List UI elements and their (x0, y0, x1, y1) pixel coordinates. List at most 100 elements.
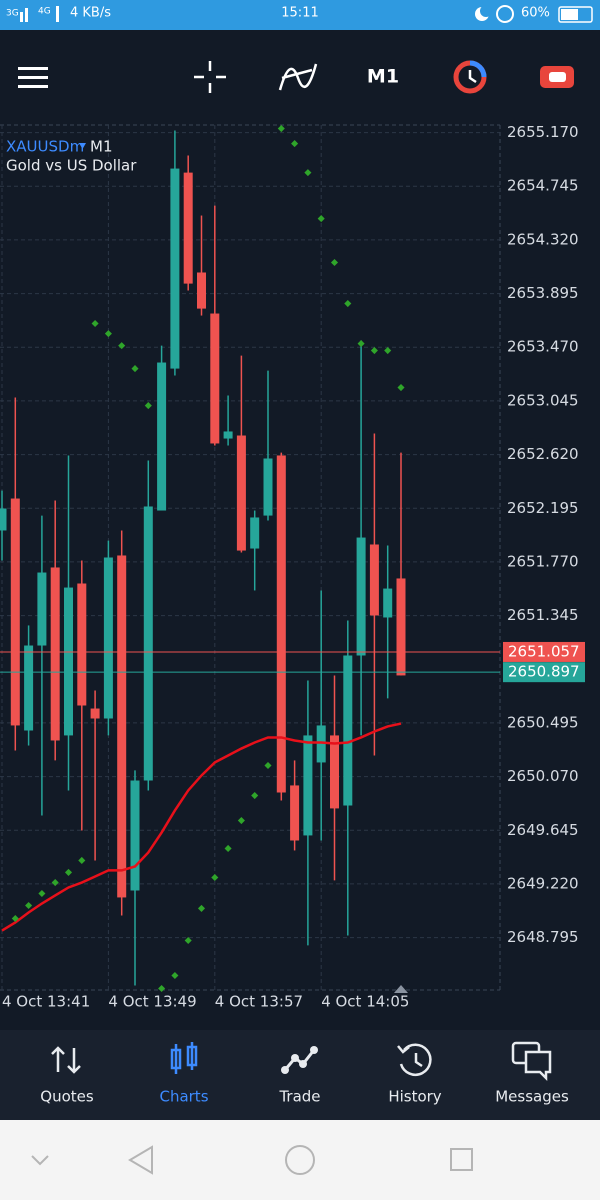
bid-label: 2651.057 (508, 642, 580, 660)
signal (56, 6, 59, 22)
sar-dot (277, 125, 285, 133)
candle-body (250, 517, 260, 549)
sar-dot (104, 330, 112, 338)
moving-average-line (1, 722, 402, 932)
sar-dot (25, 901, 33, 910)
candle-body (157, 362, 167, 511)
scroll-marker[interactable] (394, 985, 408, 993)
y-tick-label: 2650.070 (507, 767, 579, 785)
candle-body (396, 578, 406, 676)
system-nav (0, 1120, 600, 1200)
menu-bar (18, 67, 48, 70)
sar-dot (304, 169, 312, 177)
timeframe-button[interactable]: M1 (367, 66, 399, 88)
candle-body (316, 725, 326, 763)
candle-body (103, 557, 113, 719)
sar-dot (184, 936, 192, 945)
candle-body (10, 498, 20, 726)
candle-body (236, 435, 246, 551)
y-tick-label: 2652.195 (507, 499, 579, 517)
ask-label: 2650.897 (508, 663, 580, 681)
ask-label-bg (503, 662, 585, 683)
trade-clock-button[interactable] (453, 60, 487, 94)
sar-dot (91, 319, 99, 328)
symbol-description: Gold vs US Dollar (6, 157, 137, 175)
y-tick-label: 2653.470 (507, 338, 579, 356)
sar-dot (224, 844, 232, 852)
symbol: XAUUSDm (6, 138, 84, 156)
sar-dot (11, 914, 19, 923)
candle-body (37, 572, 47, 646)
y-tick-label: 2653.895 (507, 284, 579, 302)
candle-body (117, 555, 127, 898)
candle-body (223, 431, 233, 439)
candle-body (343, 655, 353, 806)
y-tick-label: 2655.170 (507, 123, 579, 141)
one-click-button[interactable] (540, 66, 574, 88)
network: 3G (6, 9, 19, 19)
sar-dot (397, 383, 405, 392)
candle-body (77, 583, 87, 706)
crosshair-button[interactable] (194, 61, 226, 93)
lock-icon (496, 5, 514, 23)
candle-body (263, 458, 273, 516)
trade-icon-dots (281, 1046, 318, 1074)
sar-dot (291, 140, 299, 148)
sar-dot (344, 300, 352, 308)
nav-quotes[interactable]: Quotes (40, 1088, 94, 1106)
sar-dot (64, 868, 73, 876)
candle-body (50, 567, 60, 741)
nav-charts[interactable]: Charts (159, 1088, 208, 1106)
sar-dot (118, 342, 126, 350)
y-tick-label: 2654.320 (507, 230, 579, 248)
nav-history[interactable]: History (388, 1088, 441, 1106)
status-bar (0, 0, 600, 30)
net-speed: 4 KB/s (70, 6, 111, 21)
clock: 15:11 (281, 6, 318, 21)
candle-body (64, 587, 73, 736)
collapse-button[interactable] (31, 1155, 49, 1166)
candle-body (90, 708, 100, 719)
sar-dot (317, 215, 325, 223)
sar-dot (171, 971, 179, 980)
home-button[interactable] (285, 1145, 315, 1175)
moon-icon (480, 5, 492, 17)
sar-dot (197, 904, 206, 912)
candle-body (170, 168, 180, 369)
menu-button[interactable] (18, 67, 48, 88)
y-tick-label: 2652.620 (507, 445, 579, 463)
candle-body (143, 506, 153, 781)
battery (558, 6, 593, 23)
candle-body (210, 313, 220, 444)
candle-body (197, 272, 206, 309)
y-tick-label: 2649.645 (507, 821, 579, 839)
bid-label-bg (503, 641, 585, 662)
menu-bar (18, 76, 48, 79)
candle-body (290, 785, 300, 841)
network: 4G (38, 7, 51, 17)
candle-body (276, 455, 286, 793)
messages-icon (511, 1041, 552, 1082)
sar-dot (144, 402, 152, 410)
trade-icon (283, 1049, 316, 1071)
sar-dot (384, 346, 392, 355)
chart: 2655.170 2654.745 2654.320 2653.895 2653.470… (0, 123, 585, 1011)
y-tick-label: 2649.220 (507, 874, 579, 892)
recents-button[interactable] (450, 1148, 473, 1171)
menu-bar (18, 85, 48, 88)
nav-trade[interactable]: Trade (278, 1088, 320, 1106)
candle-body (130, 780, 140, 891)
y-tick-label: 2651.345 (507, 606, 579, 624)
sar-dot (131, 365, 139, 373)
back-button[interactable] (128, 1145, 153, 1175)
signal (20, 12, 23, 22)
x-tick-label: 4 Oct 13:49 (108, 993, 196, 1011)
candle-body (183, 172, 193, 284)
nav-messages[interactable]: Messages (495, 1088, 569, 1106)
indicators-button[interactable] (278, 63, 318, 91)
symbol-dropdown[interactable] (79, 143, 86, 149)
sar-dot (51, 879, 59, 887)
battery-percent: 60% (521, 6, 550, 21)
sar-dot (211, 873, 219, 882)
